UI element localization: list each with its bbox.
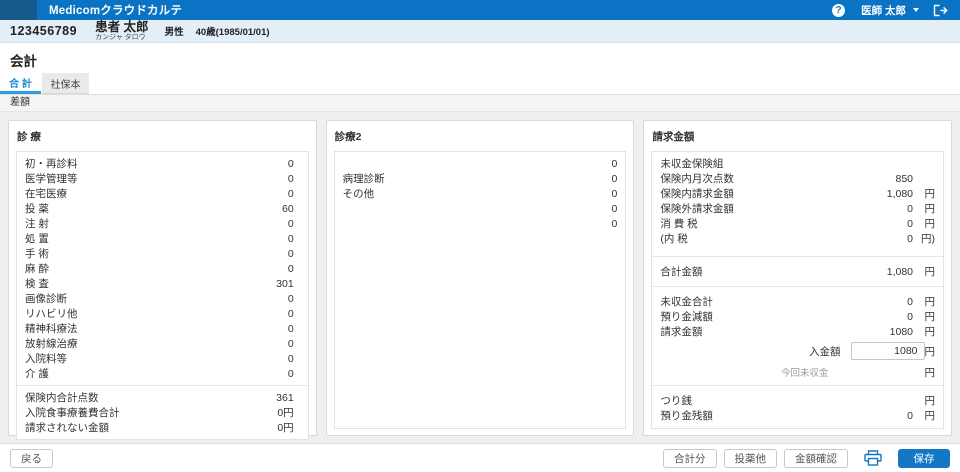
back-button[interactable]: 戻る (10, 448, 53, 468)
payment-label: 入金額 (809, 345, 841, 358)
row-divider (652, 385, 944, 386)
table-row: 検 査 301 (25, 277, 294, 291)
spacer (652, 279, 943, 282)
summary-row: 保険内合計点数 361 (25, 391, 294, 405)
table-row: 画像診断 0 (25, 292, 294, 306)
user-name: 医師 太郎 (861, 4, 906, 17)
table-row: 請求金額 1080 円 (660, 325, 936, 339)
user-menu[interactable]: 医師 太郎 (861, 3, 919, 18)
patient-name: 患者 太郎 (95, 19, 149, 34)
save-button[interactable]: 保存 (898, 448, 950, 468)
table-row: 在宅医療 0 (25, 187, 294, 201)
payment-unit: 円 (924, 345, 936, 358)
table-row: つり銭円 (660, 395, 936, 407)
unpaid-row: 今回未収金 円 (652, 363, 943, 381)
table-row: 医学管理等 0 (25, 172, 294, 186)
table-row: (内 税 0 円) (660, 232, 936, 246)
table-row: 初・再診料 0 (25, 157, 294, 171)
logout-button[interactable] (933, 4, 948, 17)
table-row: 0 (611, 157, 618, 170)
toyakuhoka-button[interactable]: 投薬他 (723, 448, 777, 468)
logout-icon (933, 4, 948, 16)
table-row: 預り金減額 0 円 (660, 310, 936, 324)
table-row: 放射線治療 0 (25, 337, 294, 351)
table-row: 病理診断 0 (342, 172, 618, 186)
panel-billing-title: 請求金額 (652, 131, 695, 143)
help-icon[interactable]: ? (832, 3, 846, 17)
spacer (652, 246, 943, 252)
patient-id: 123456789 (10, 24, 78, 38)
subheader-sagaku: 差額 (0, 95, 960, 112)
row-divider (17, 385, 308, 386)
patient-info-bar: 123456789 患者 太郎 カンジャ タロウ 男性 40歳(1985/01/… (0, 20, 960, 43)
chevron-down-icon (913, 8, 919, 12)
table-row: 保険内月次点数 850 (660, 172, 914, 186)
patient-kana: カンジャ タロウ (95, 34, 146, 42)
row-divider (652, 256, 944, 257)
kingaku-kakunin-button[interactable]: 金額確認 (784, 448, 848, 468)
payment-amount-input[interactable] (850, 342, 925, 360)
tab-bar: 合 計 社保本 (0, 73, 960, 95)
table-row: 保険外請求金額 0 円 (660, 202, 936, 216)
table-row: 0 (611, 217, 618, 230)
patient-age: 40歳(1985/01/01) (195, 27, 270, 38)
title-row: 会計 (0, 43, 960, 73)
app-title: Medicomクラウドカルテ (49, 5, 183, 17)
table-row: その他 0 (342, 187, 618, 201)
header-corner-block (0, 0, 37, 20)
panel-billing: 請求金額 未収金保険組 保険内月次点数 850 保険内請求金額 1,080 円 保険外… (643, 120, 953, 436)
goukeibun-button[interactable]: 合計分 (663, 448, 717, 468)
print-button[interactable] (864, 450, 882, 466)
table-row: 預り金残額 0 円 (660, 409, 936, 423)
unpaid-unit: 円 (924, 366, 936, 379)
summary-row: 入院食事療養費合計 0円 (25, 407, 294, 419)
tab-goukei[interactable]: 合 計 (0, 73, 41, 94)
table-row: リハビリ他 0 (25, 307, 294, 321)
table-row: 精神科療法 0 (25, 322, 294, 336)
patient-gender: 男性 (164, 27, 184, 38)
table-row: 入院料等 0 (25, 352, 294, 366)
total-row: 合計金額 1,080 円 (660, 265, 936, 279)
panel-shinryo-title: 診 療 (17, 131, 41, 143)
panel-billing-body: 未収金保険組 保険内月次点数 850 保険内請求金額 1,080 円 保険外請求金額 0… (651, 151, 945, 429)
header-right-group: ? 医師 太郎 (832, 3, 960, 18)
table-row: 保険内請求金額 1,080 円 (660, 187, 936, 201)
top-header-bar: Medicomクラウドカルテ ? 医師 太郎 (0, 0, 960, 20)
table-row: 未収金保険組 (660, 158, 724, 170)
summary-row: 請求されない金額 0円 (25, 422, 294, 434)
panel-shinryo2-title: 診療2 (334, 131, 362, 143)
unpaid-label: 今回未収金 (781, 368, 829, 379)
page-title: 会計 (10, 54, 37, 69)
footer-right-group: 合計分 投薬他 金額確認 保存 (663, 448, 950, 468)
panel-shinryo2: 診療2 0 病理診断 0 その他 0 0 0 (325, 120, 635, 436)
tab-shahohon[interactable]: 社保本 (42, 73, 89, 94)
footer-bar: 戻る 合計分 投薬他 金額確認 保存 (0, 443, 960, 472)
table-row: 0 (611, 202, 618, 215)
panel-shinryo2-body: 0 病理診断 0 その他 0 0 0 (333, 151, 627, 429)
payment-row: 入金額 円 (652, 339, 943, 363)
row-divider (652, 286, 944, 287)
table-row: 未収金合計 0 円 (660, 295, 936, 309)
table-row: 投 薬 60 (25, 202, 294, 216)
patient-name-block: 患者 太郎 カンジャ タロウ (95, 21, 148, 42)
printer-icon (864, 450, 882, 466)
